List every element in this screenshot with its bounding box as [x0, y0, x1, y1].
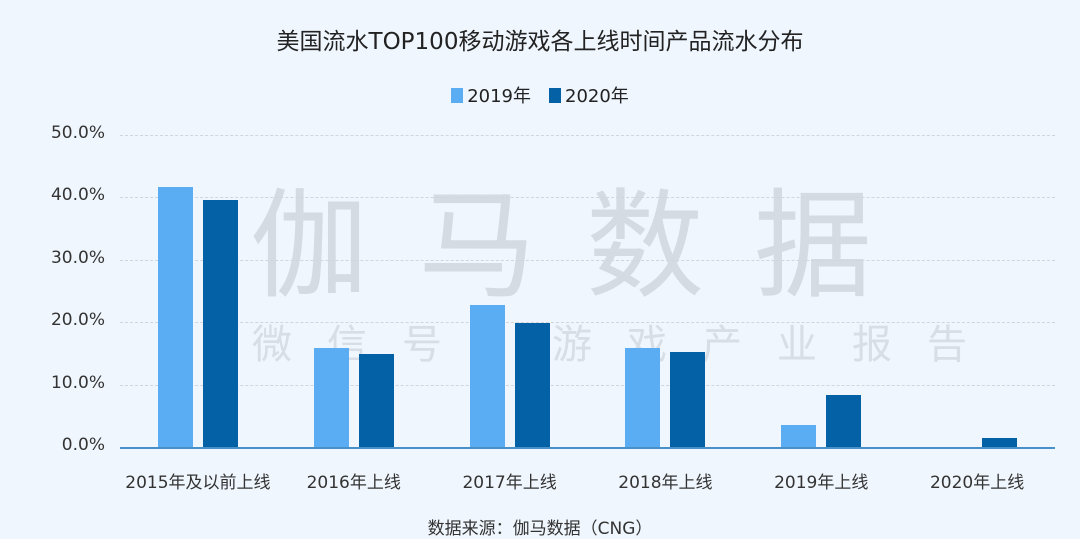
bar-2019年	[781, 425, 817, 447]
gridline	[120, 384, 1055, 386]
plot-area	[120, 135, 1055, 449]
legend: 2019年 2020年	[0, 82, 1080, 108]
bar-2020年	[202, 199, 238, 447]
x-tick-label: 2017年上线	[462, 473, 557, 493]
bar-2019年	[469, 304, 505, 447]
gridline	[120, 135, 1055, 136]
x-tick-label: 2018年上线	[618, 473, 713, 493]
x-tick-label: 2019年上线	[774, 473, 869, 493]
chart-title: 美国流水TOP100移动游戏各上线时间产品流水分布	[276, 29, 804, 55]
y-tick-label: 30.0%	[50, 247, 105, 268]
y-tick-label: 10.0%	[50, 372, 105, 393]
source-note: 数据来源：伽马数据（CNG）	[427, 519, 653, 539]
legend-item-2020: 2020年	[549, 82, 629, 108]
legend-item-2019: 2019年	[451, 82, 531, 108]
bar-2019年	[157, 186, 193, 447]
x-tick-label: 2016年上线	[306, 473, 401, 493]
bar-2020年	[826, 395, 862, 447]
y-tick-label: 50.0%	[50, 123, 105, 143]
y-tick-label: 0.0%	[61, 435, 105, 455]
x-tick-label: 2020年上线	[929, 473, 1025, 493]
legend-label: 2019年	[467, 86, 531, 107]
bar-2020年	[514, 322, 550, 447]
x-tick-label: 2015年及以前上线	[125, 473, 271, 493]
y-tick-label: 20.0%	[50, 310, 105, 331]
bar-2020年	[982, 437, 1018, 447]
watermark: 伽马数据	[250, 177, 923, 315]
legend-swatch-2019	[451, 87, 464, 103]
bar-2020年	[358, 354, 394, 447]
legend-label: 2020年	[565, 86, 629, 107]
legend-swatch-2020	[549, 87, 561, 103]
x-axis-line	[120, 447, 1055, 449]
y-tick-label: 40.0%	[50, 185, 105, 206]
gridline	[120, 259, 1055, 261]
bar-2019年	[313, 347, 349, 447]
bar-2019年	[625, 347, 661, 447]
gridline	[120, 322, 1055, 324]
gridline	[120, 197, 1055, 199]
bar-2020年	[670, 352, 706, 447]
